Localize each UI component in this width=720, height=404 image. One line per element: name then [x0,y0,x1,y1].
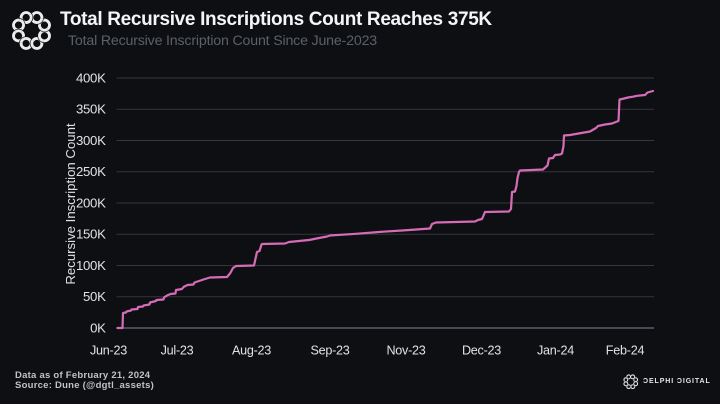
svg-text:Jan-24: Jan-24 [537,344,574,358]
svg-text:Aug-23: Aug-23 [232,344,271,358]
svg-text:200K: 200K [76,195,106,210]
svg-text:400K: 400K [76,70,106,85]
svg-text:350K: 350K [76,102,106,117]
svg-text:300K: 300K [76,133,106,148]
svg-text:Recursive Inscription Count: Recursive Inscription Count [63,123,78,285]
svg-text:50K: 50K [83,289,106,304]
svg-text:Dec-23: Dec-23 [462,344,501,358]
svg-text:150K: 150K [76,227,106,242]
svg-text:250K: 250K [76,164,106,179]
svg-text:100K: 100K [76,258,106,273]
svg-text:Jul-23: Jul-23 [161,344,194,358]
svg-text:0K: 0K [90,320,106,335]
svg-text:Feb-24: Feb-24 [606,344,645,358]
svg-text:Nov-23: Nov-23 [386,344,425,358]
svg-text:Sep-23: Sep-23 [310,344,349,358]
svg-text:Jun-23: Jun-23 [90,344,127,358]
